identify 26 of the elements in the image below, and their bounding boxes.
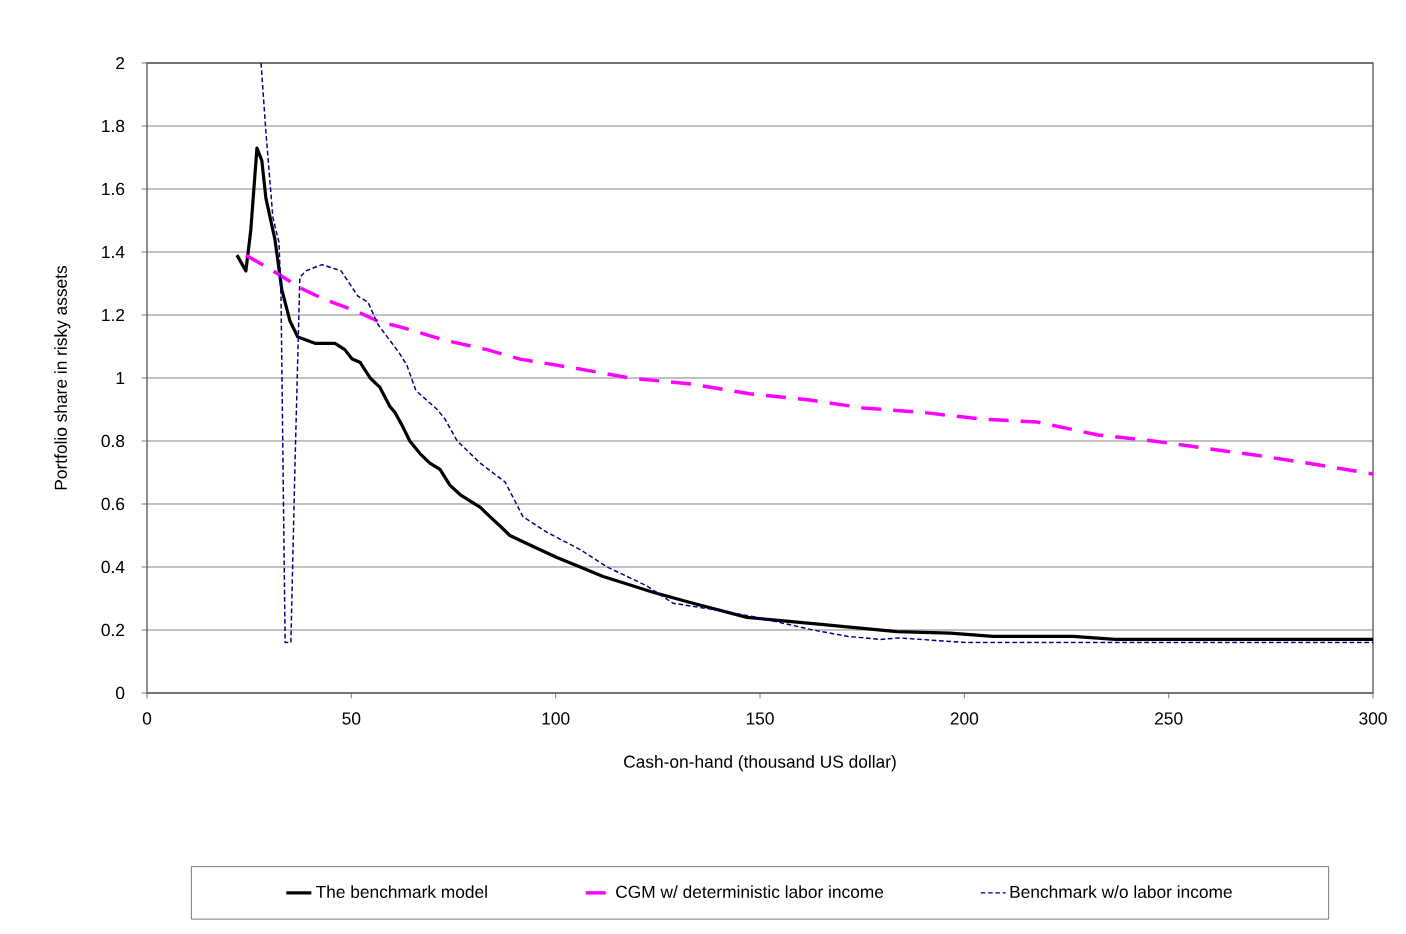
legend-label: CGM w/ deterministic labor income	[616, 885, 884, 899]
y-tick-label: 0	[115, 686, 125, 700]
line-series	[244, 253, 1373, 476]
y-tick-label: 2	[116, 56, 125, 70]
y-tick-label: 0.2	[101, 623, 125, 637]
x-tick-label: 150	[746, 712, 774, 725]
y-tick-label: 0.8	[101, 434, 125, 448]
y-tick-label: 0.4	[101, 560, 125, 574]
x-tick-label: 200	[950, 712, 979, 725]
legend-label: Benchmark w/o labor income	[1010, 885, 1232, 899]
x-tick-label: 50	[342, 712, 361, 725]
legend-label: The benchmark model	[316, 885, 487, 899]
x-tick-label: 100	[542, 712, 570, 725]
x-tick-label: 300	[1359, 712, 1387, 725]
y-tick-label: 1.2	[102, 308, 125, 322]
y-tick-label: 1.8	[102, 119, 125, 133]
y-tick-label: 1	[116, 372, 125, 384]
y-tick-label: 1.6	[102, 182, 125, 196]
line-series	[260, 62, 1373, 644]
y-tick-label: 0.6	[101, 497, 125, 511]
y-axis-title: Portfolio share in risky assets	[54, 265, 71, 490]
line-series	[235, 146, 1373, 642]
x-tick-label: 250	[1155, 712, 1183, 725]
x-axis-title: Cash-on-hand (thousand US dollar)	[624, 755, 896, 772]
x-tick-label: 0	[142, 712, 152, 725]
y-tick-label: 1.4	[102, 246, 125, 258]
